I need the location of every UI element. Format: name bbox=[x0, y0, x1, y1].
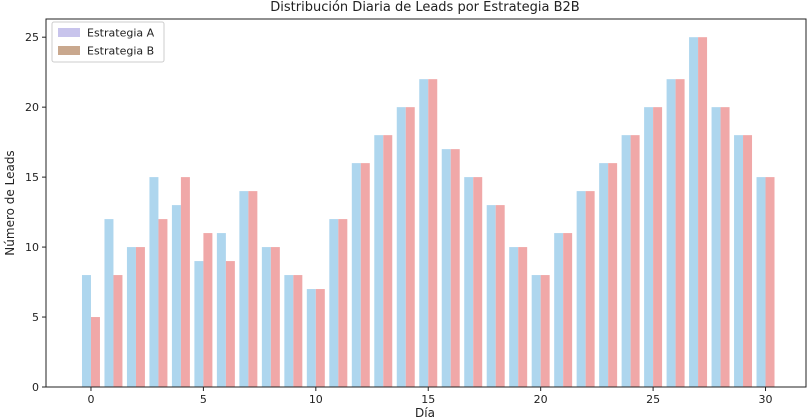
bar-estrategia-a-day-26 bbox=[666, 79, 676, 388]
y-tick-label-10: 10 bbox=[25, 241, 39, 254]
bar-estrategia-b-day-24 bbox=[630, 135, 640, 387]
bar-estrategia-b-day-5 bbox=[203, 233, 213, 387]
bar-estrategia-a-day-8 bbox=[261, 247, 271, 387]
bar-estrategia-a-day-28 bbox=[711, 107, 721, 388]
y-axis-label: Número de Leads bbox=[3, 150, 17, 255]
bar-estrategia-b-day-26 bbox=[675, 79, 685, 388]
x-tick-label-5: 5 bbox=[200, 393, 207, 406]
bar-estrategia-a-day-30 bbox=[756, 177, 766, 387]
x-axis-label: Día bbox=[415, 406, 435, 420]
y-tick-label-20: 20 bbox=[25, 101, 39, 114]
plot-frame bbox=[45, 18, 807, 388]
y-tick-label-25: 25 bbox=[25, 31, 39, 44]
bar-estrategia-a-day-13 bbox=[374, 135, 384, 387]
bar-estrategia-b-day-16 bbox=[450, 149, 460, 387]
bar-estrategia-a-day-0 bbox=[81, 275, 91, 387]
bar-estrategia-b-day-30 bbox=[765, 177, 775, 387]
y-tick-label-5: 5 bbox=[32, 311, 39, 324]
bar-estrategia-b-day-11 bbox=[338, 219, 348, 387]
legend-label-estrategia-a: Estrategia A bbox=[87, 27, 155, 40]
x-tick-label-25: 25 bbox=[646, 393, 660, 406]
chart-title: Distribución Diaria de Leads por Estrate… bbox=[270, 0, 579, 15]
bar-estrategia-a-day-23 bbox=[599, 163, 609, 387]
bar-estrategia-a-day-18 bbox=[486, 205, 496, 387]
bar-estrategia-b-day-6 bbox=[225, 261, 235, 387]
bars-layer bbox=[81, 37, 775, 388]
bar-estrategia-a-day-5 bbox=[194, 261, 204, 387]
bar-estrategia-a-day-14 bbox=[396, 107, 406, 388]
x-tick-label-15: 15 bbox=[421, 393, 435, 406]
bar-estrategia-a-day-12 bbox=[351, 163, 361, 387]
bar-estrategia-b-day-21 bbox=[563, 233, 573, 387]
bar-estrategia-a-day-6 bbox=[216, 233, 226, 387]
x-tick-label-10: 10 bbox=[309, 393, 323, 406]
bar-estrategia-b-day-2 bbox=[135, 247, 145, 387]
bar-estrategia-a-day-29 bbox=[734, 135, 744, 387]
bar-estrategia-b-day-3 bbox=[158, 219, 168, 387]
y-tick-label-15: 15 bbox=[25, 171, 39, 184]
bar-estrategia-a-day-22 bbox=[576, 191, 586, 387]
bar-estrategia-b-day-0 bbox=[90, 317, 100, 387]
bar-estrategia-b-day-1 bbox=[113, 275, 123, 387]
x-tick-label-20: 20 bbox=[534, 393, 548, 406]
legend-swatch-estrategia-a bbox=[58, 28, 80, 37]
bar-estrategia-b-day-18 bbox=[495, 205, 505, 387]
bar-estrategia-b-day-4 bbox=[180, 177, 190, 387]
bar-estrategia-b-day-29 bbox=[743, 135, 753, 387]
bar-estrategia-a-day-7 bbox=[239, 191, 249, 387]
bar-estrategia-a-day-10 bbox=[306, 289, 316, 387]
bar-estrategia-b-day-22 bbox=[585, 191, 595, 387]
bar-estrategia-b-day-7 bbox=[248, 191, 258, 387]
bar-estrategia-a-day-15 bbox=[419, 79, 429, 388]
x-tick-label-30: 30 bbox=[759, 393, 773, 406]
bar-estrategia-b-day-25 bbox=[653, 107, 663, 388]
bar-estrategia-b-day-12 bbox=[360, 163, 370, 387]
bar-estrategia-a-day-16 bbox=[441, 149, 451, 387]
legend: Estrategia A Estrategia B bbox=[51, 21, 165, 63]
bar-estrategia-a-day-21 bbox=[554, 233, 564, 387]
bar-estrategia-a-day-2 bbox=[126, 247, 136, 387]
bar-estrategia-b-day-14 bbox=[405, 107, 415, 388]
bar-estrategia-b-day-23 bbox=[608, 163, 618, 387]
bar-estrategia-b-day-8 bbox=[270, 247, 280, 387]
bar-estrategia-b-day-27 bbox=[698, 37, 708, 387]
bar-estrategia-a-day-1 bbox=[104, 219, 114, 387]
x-tick-label-0: 0 bbox=[87, 393, 94, 406]
bar-estrategia-a-day-25 bbox=[644, 107, 654, 388]
bar-estrategia-b-day-10 bbox=[315, 289, 325, 387]
bar-estrategia-a-day-27 bbox=[689, 37, 699, 387]
bar-estrategia-b-day-15 bbox=[428, 79, 438, 388]
bar-estrategia-a-day-11 bbox=[329, 219, 339, 387]
bar-estrategia-a-day-17 bbox=[464, 177, 474, 387]
bar-estrategia-a-day-24 bbox=[621, 135, 631, 387]
bar-estrategia-a-day-4 bbox=[171, 205, 181, 387]
bar-estrategia-b-day-17 bbox=[473, 177, 483, 387]
bar-estrategia-b-day-9 bbox=[293, 275, 303, 387]
bar-estrategia-b-day-20 bbox=[540, 275, 550, 387]
axes-layer: 0 5 10 15 20 25 30 0 5 10 15 20 25 bbox=[25, 18, 807, 406]
bar-estrategia-a-day-19 bbox=[509, 247, 519, 387]
bar-estrategia-b-day-19 bbox=[518, 247, 528, 387]
bar-estrategia-a-day-3 bbox=[149, 177, 159, 387]
bar-estrategia-a-day-9 bbox=[284, 275, 294, 387]
bar-estrategia-a-day-20 bbox=[531, 275, 541, 387]
legend-label-estrategia-b: Estrategia B bbox=[87, 45, 154, 58]
y-tick-label-0: 0 bbox=[32, 381, 39, 394]
legend-swatch-estrategia-b bbox=[58, 46, 80, 55]
bar-estrategia-b-day-28 bbox=[720, 107, 730, 388]
bar-estrategia-b-day-13 bbox=[383, 135, 393, 387]
